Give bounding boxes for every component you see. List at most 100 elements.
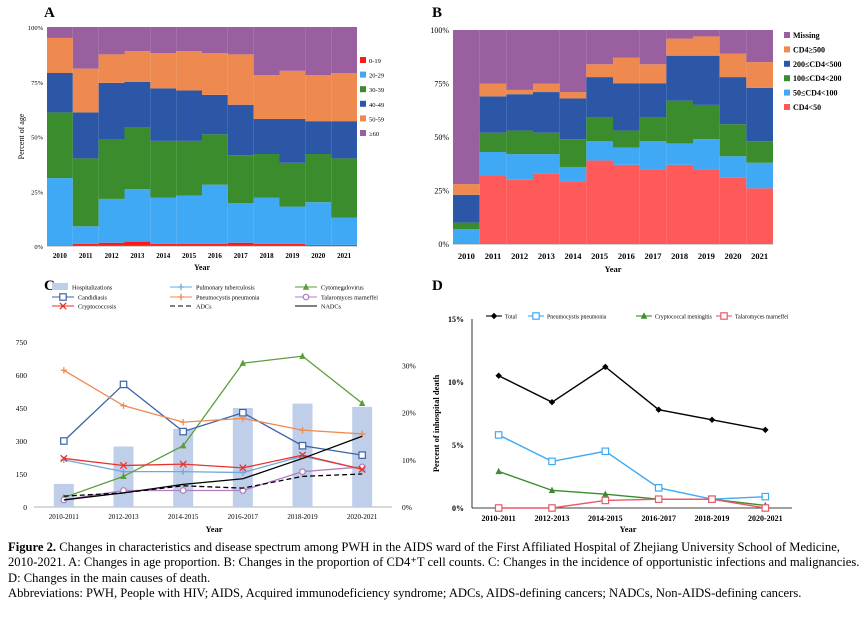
caption-abbreviations: Abbreviations: PWH, People with HIV; AID… — [8, 586, 802, 601]
legend-label: Missing — [793, 31, 820, 40]
bar-segment — [150, 53, 177, 89]
legend-marker — [59, 293, 67, 301]
bar-segment — [72, 68, 99, 113]
figure-caption: Figure 2. Changes in characteristics and… — [8, 540, 860, 602]
x-tick-label: 2015 — [591, 251, 608, 261]
bar-segment — [98, 198, 125, 243]
bar-segment — [150, 197, 177, 244]
data-point — [708, 416, 716, 423]
data-point — [602, 490, 609, 497]
data-point — [495, 372, 502, 379]
x-tick-label: 2017 — [645, 251, 663, 261]
bar-segment — [331, 217, 357, 245]
y-tick-label: 75% — [434, 80, 449, 89]
y-left-tick-label: 450 — [16, 404, 28, 413]
bar-segment — [746, 62, 773, 88]
bar-segment — [613, 57, 640, 84]
bar-segment — [279, 206, 306, 244]
legend-label: Hospitalizations — [72, 285, 113, 292]
legend-label: Talaromyces marneffei — [321, 295, 378, 302]
bar-segment — [506, 154, 533, 180]
bar-segment — [253, 75, 280, 119]
bar-segment — [479, 175, 507, 244]
bar-segment — [559, 92, 587, 99]
legend-marker — [177, 293, 185, 301]
bar-segment — [533, 154, 560, 174]
bar-segment — [98, 54, 125, 83]
bar-segment — [124, 51, 151, 82]
y-left-tick-label: 0 — [23, 503, 27, 512]
series-line — [63, 454, 363, 470]
legend-swatch — [360, 115, 366, 122]
legend-swatch — [784, 75, 790, 82]
bar-segment — [150, 243, 177, 246]
bar — [173, 428, 194, 507]
bar-segment — [613, 164, 640, 244]
legend-label: 50≤CD4<100 — [793, 89, 838, 98]
data-point — [179, 427, 187, 436]
bar-segment — [479, 151, 507, 176]
y-left-tick-label: 600 — [16, 371, 28, 380]
legend-label: 200≤CD4<500 — [793, 60, 842, 69]
panel-label: A — [44, 5, 55, 21]
bar-segment — [253, 27, 280, 76]
x-tick-label: 2018-2019 — [695, 514, 730, 523]
series-line — [63, 466, 363, 501]
x-axis-label: Year — [605, 264, 622, 274]
bar-segment — [279, 118, 306, 163]
x-tick-label: 2016 — [208, 252, 223, 260]
legend-label: ≥60 — [369, 131, 379, 138]
bar-segment — [253, 118, 280, 155]
bar-segment — [693, 36, 720, 56]
data-point — [120, 472, 127, 480]
x-tick-label: 2020-2021 — [347, 513, 378, 521]
y-tick-label: 5% — [452, 441, 464, 450]
bar-segment — [72, 27, 99, 69]
bar-segment — [479, 96, 507, 133]
x-tick-label: 2014 — [565, 251, 583, 261]
bar-segment — [479, 83, 507, 97]
bar-segment — [559, 139, 587, 167]
bar-segment — [719, 77, 747, 125]
bar-segment — [202, 243, 228, 246]
data-point — [119, 380, 128, 389]
legend-label: Total — [505, 315, 517, 321]
bar-segment — [746, 30, 773, 63]
x-tick-label: 2013 — [538, 251, 555, 261]
data-point — [495, 467, 502, 475]
chart-c: C 0 150 300 450 600 750 0% 10% 20% 30% 2010-2011 201… — [16, 278, 416, 534]
y-left-tick-label: 150 — [16, 470, 28, 479]
x-tick-label: 2014 — [156, 252, 171, 260]
x-axis-label: Year — [620, 524, 637, 534]
bar-segment — [202, 184, 228, 244]
y-tick-label: 0% — [452, 504, 464, 513]
bar-segment — [719, 53, 747, 78]
bar-segment — [227, 27, 254, 55]
legend-swatch — [784, 46, 790, 53]
legend-label: 50-59 — [369, 116, 384, 123]
bar-segment — [47, 27, 73, 38]
bar-segment — [719, 156, 747, 178]
x-tick-label: 2012-2013 — [535, 514, 570, 523]
legend-marker — [532, 312, 540, 320]
panel-label: B — [432, 5, 442, 21]
bar-segment — [613, 30, 640, 58]
y-tick-label: 50% — [31, 135, 44, 142]
bar-segment — [639, 64, 667, 84]
bar-segment — [331, 244, 357, 246]
data-point — [179, 468, 187, 475]
bar-segment — [479, 132, 507, 152]
data-point — [494, 431, 503, 439]
data-point — [299, 352, 306, 359]
y-right-tick-label: 20% — [402, 409, 416, 418]
bar-segment — [613, 147, 640, 165]
bar-segment — [746, 162, 773, 189]
bar-segment — [719, 124, 747, 157]
y-tick-label: 100% — [28, 25, 44, 32]
bar-segment — [331, 121, 357, 159]
x-tick-label: 2012-2013 — [108, 513, 139, 521]
y-tick-label: 75% — [31, 80, 44, 87]
y-tick-label: 100% — [430, 26, 449, 35]
y-axis-label: Percent of age — [17, 113, 26, 159]
legend-label: Cryptococcosis — [78, 304, 117, 311]
